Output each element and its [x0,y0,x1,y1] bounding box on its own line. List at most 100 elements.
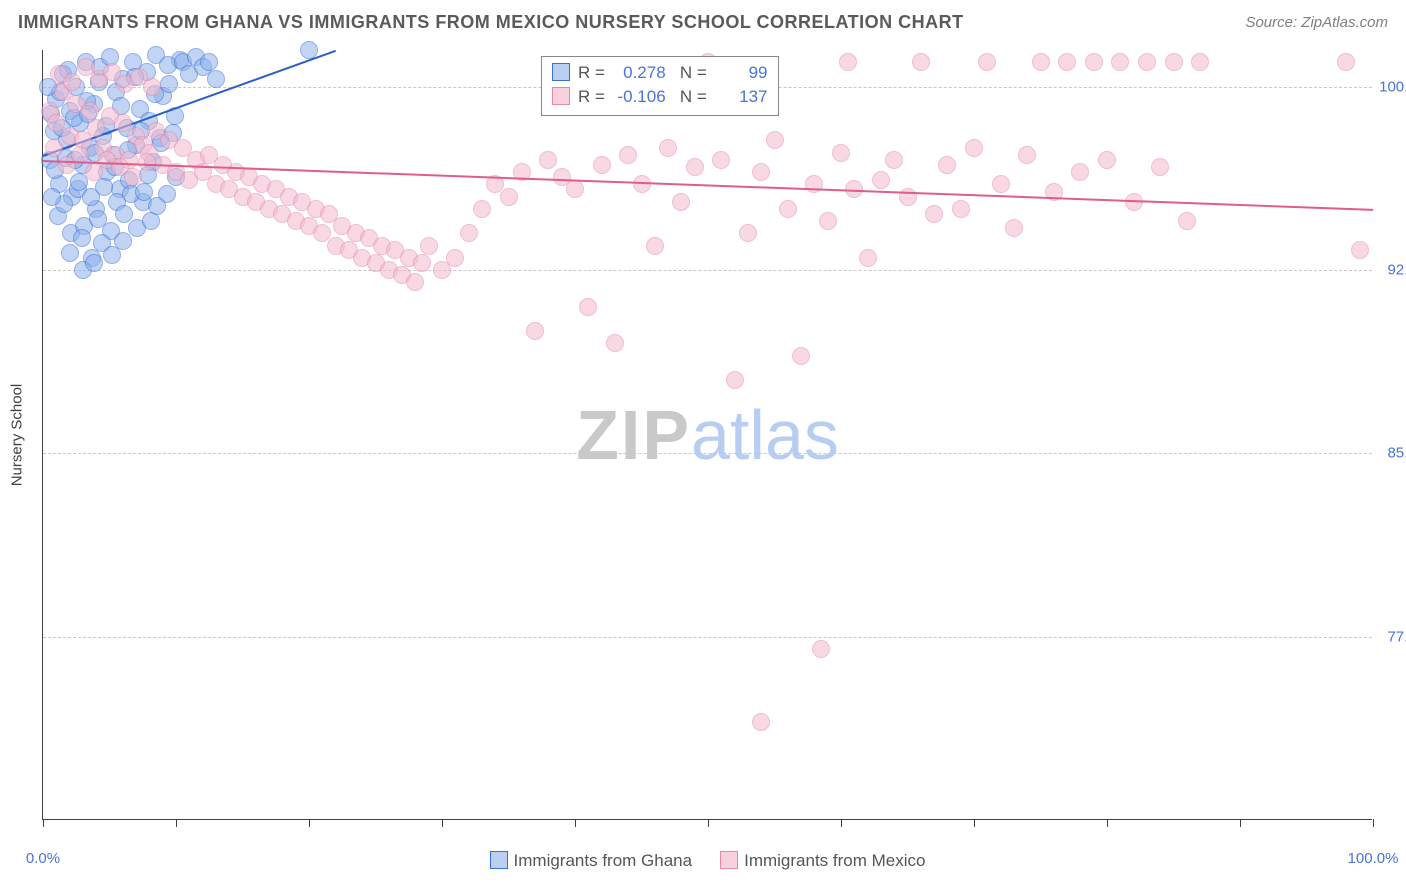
data-point-mexico [859,249,877,267]
data-point-mexico [726,371,744,389]
x-tick [1107,819,1108,827]
x-tick-label: 0.0% [26,850,60,867]
data-point-ghana [73,229,91,247]
x-tick [43,819,44,827]
data-point-mexico [1032,53,1050,71]
data-point-ghana [43,188,61,206]
data-point-mexico [925,205,943,223]
stats-r-label: R = [578,63,605,82]
data-point-mexico [124,168,142,186]
stats-n-value-ghana: 99 [712,61,768,85]
stats-n-label: N = [680,63,707,82]
plot-area: Nursery School ZIPatlas Immigrants from … [42,50,1372,820]
data-point-mexico [672,193,690,211]
data-point-mexico [752,163,770,181]
data-point-mexico [579,298,597,316]
data-point-ghana [207,70,225,88]
x-tick [1240,819,1241,827]
data-point-ghana [200,53,218,71]
data-point-mexico [1071,163,1089,181]
y-tick-label: 92.5% [1375,262,1406,279]
y-tick-label: 100.0% [1375,78,1406,95]
legend-swatch-ghana [490,851,508,869]
data-point-mexico [899,188,917,206]
stats-n-label: N = [680,87,707,106]
stats-n-value-mexico: 137 [712,85,768,109]
data-point-mexico [1098,151,1116,169]
data-point-mexico [659,139,677,157]
data-point-mexico [646,237,664,255]
legend-item-ghana: Immigrants from Ghana [490,851,693,871]
data-point-mexico [500,188,518,206]
x-tick [1373,819,1374,827]
data-point-mexico [885,151,903,169]
x-tick [974,819,975,827]
data-point-mexico [526,322,544,340]
data-point-mexico [812,640,830,658]
y-tick-label: 77.5% [1375,628,1406,645]
data-point-mexico [819,212,837,230]
x-tick [708,819,709,827]
y-axis-title: Nursery School [9,383,26,486]
data-point-mexico [460,224,478,242]
data-point-mexico [619,146,637,164]
data-point-mexico [1111,53,1129,71]
legend-label-ghana: Immigrants from Ghana [514,851,693,870]
data-point-mexico [1058,53,1076,71]
data-point-ghana [115,205,133,223]
stats-row-ghana: R = 0.278 N = 99 [552,61,768,85]
data-point-ghana [61,244,79,262]
data-point-mexico [1138,53,1156,71]
data-point-mexico [978,53,996,71]
x-tick [841,819,842,827]
watermark: ZIPatlas [576,395,839,475]
data-point-ghana [148,197,166,215]
data-point-mexico [872,171,890,189]
x-tick-label: 100.0% [1348,850,1399,867]
gridline-h [43,270,1372,271]
gridline-h [43,637,1372,638]
data-point-mexico [739,224,757,242]
x-tick [309,819,310,827]
bottom-legend: Immigrants from Ghana Immigrants from Mex… [43,851,1372,871]
stats-r-value-mexico: -0.106 [610,85,666,109]
data-point-mexico [712,151,730,169]
x-tick [176,819,177,827]
x-tick [575,819,576,827]
data-point-mexico [766,131,784,149]
data-point-mexico [413,254,431,272]
legend-swatch-mexico [720,851,738,869]
data-point-mexico [832,144,850,162]
watermark-part1: ZIP [576,396,691,474]
data-point-mexico [143,78,161,96]
data-point-mexico [566,180,584,198]
legend-label-mexico: Immigrants from Mexico [744,851,925,870]
data-point-mexico [81,102,99,120]
data-point-mexico [1351,241,1369,259]
stats-swatch-mexico [552,87,570,105]
data-point-mexico [1165,53,1183,71]
gridline-h [43,453,1372,454]
chart-header: IMMIGRANTS FROM GHANA VS IMMIGRANTS FROM… [18,12,1388,42]
data-point-ghana [114,232,132,250]
data-point-mexico [686,158,704,176]
data-point-mexico [752,713,770,731]
data-point-mexico [1191,53,1209,71]
data-point-mexico [839,53,857,71]
legend-item-mexico: Immigrants from Mexico [720,851,925,871]
data-point-mexico [1085,53,1103,71]
data-point-mexico [792,347,810,365]
stats-swatch-ghana [552,63,570,81]
stats-box: R = 0.278 N = 99R = -0.106 N = 137 [541,56,779,116]
stats-r-label: R = [578,87,605,106]
data-point-mexico [406,273,424,291]
data-point-mexico [539,151,557,169]
data-point-mexico [593,156,611,174]
data-point-mexico [952,200,970,218]
data-point-mexico [420,237,438,255]
data-point-mexico [779,200,797,218]
data-point-ghana [103,246,121,264]
data-point-mexico [992,175,1010,193]
data-point-mexico [1178,212,1196,230]
data-point-mexico [63,73,81,91]
